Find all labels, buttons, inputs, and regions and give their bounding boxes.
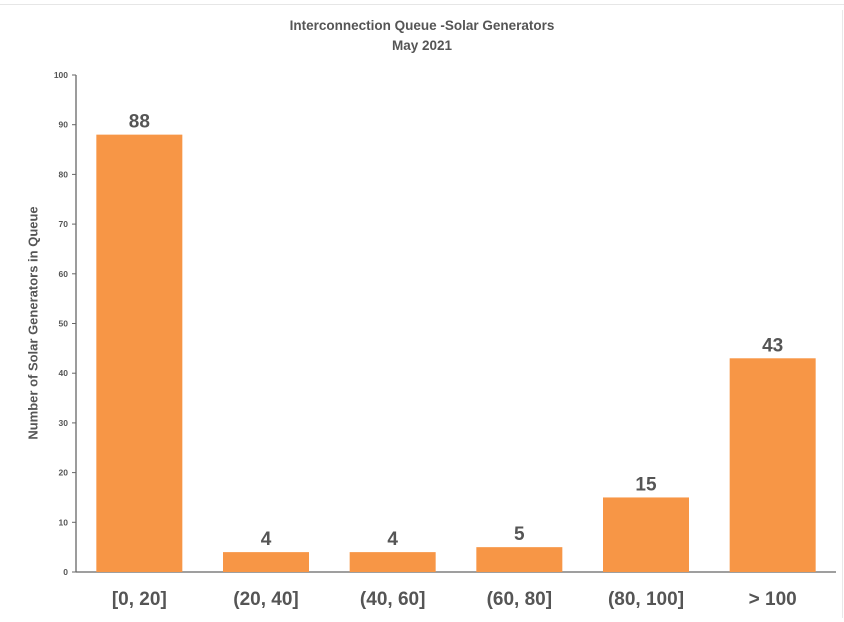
chart-subtitle: May 2021 <box>391 38 453 53</box>
y-tick-label: 50 <box>59 319 69 329</box>
data-label: 88 <box>129 112 150 133</box>
data-label: 5 <box>514 524 525 545</box>
y-tick-label: 10 <box>59 517 69 527</box>
y-tick-label: 60 <box>59 269 69 279</box>
x-tick-label: (40, 60] <box>360 589 425 610</box>
x-tick-label: (20, 40] <box>233 589 298 610</box>
top-border <box>0 4 844 5</box>
bar <box>223 552 309 572</box>
data-label: 4 <box>387 529 398 550</box>
x-tick-label: (80, 100] <box>608 589 684 610</box>
chart-frame <box>4 10 843 618</box>
data-label: 15 <box>635 474 657 495</box>
y-tick-label: 80 <box>59 169 69 179</box>
x-tick-label: [0, 20] <box>112 589 167 610</box>
bar <box>603 497 689 572</box>
data-label: 4 <box>261 529 272 550</box>
chart-title: Interconnection Queue -Solar Generators <box>289 18 555 33</box>
x-tick-label: > 100 <box>749 589 797 610</box>
bar <box>349 552 436 572</box>
y-tick-label: 70 <box>59 219 69 229</box>
bar <box>729 358 816 572</box>
y-tick-label: 40 <box>59 368 69 378</box>
y-tick-label: 90 <box>59 120 69 130</box>
y-tick-label: 100 <box>54 70 68 80</box>
x-tick-label: (60, 80] <box>487 589 552 610</box>
data-label: 43 <box>762 335 783 356</box>
y-tick-label: 20 <box>59 468 69 478</box>
y-tick-label: 0 <box>63 567 68 577</box>
bar <box>96 134 183 572</box>
bar <box>476 547 563 572</box>
y-tick-label: 30 <box>59 418 69 428</box>
